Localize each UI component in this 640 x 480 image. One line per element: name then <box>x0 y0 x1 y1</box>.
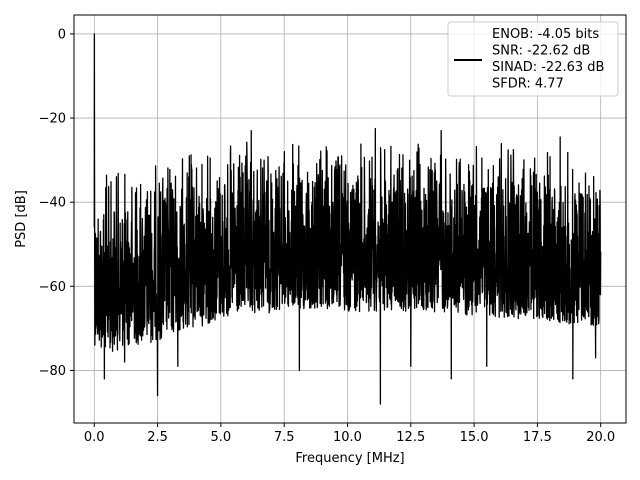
x-tick-label: 5.0 <box>211 430 232 445</box>
y-axis: 0 −20 −40 −60 −80 <box>39 27 74 379</box>
plot-frame <box>73 14 627 424</box>
legend-box <box>447 21 619 97</box>
y-tick-label: −20 <box>39 112 66 127</box>
x-tick-label: 15.0 <box>460 430 489 445</box>
legend-entry-sfdr: SFDR: 4.77 <box>492 77 564 92</box>
x-axis-label: Frequency [MHz] <box>295 451 404 466</box>
plot-area <box>93 33 602 405</box>
x-tick-label: 7.5 <box>274 430 295 445</box>
y-tick-label: 0 <box>58 27 66 42</box>
x-tick-label: 12.5 <box>396 430 425 445</box>
x-tick-label: 17.5 <box>523 430 552 445</box>
y-tick-label: −60 <box>39 280 66 295</box>
y-axis-label: PSD [dB] <box>14 190 29 248</box>
x-axis: 0.0 2.5 5.0 7.5 10.0 12.5 15.0 17.5 20.0 <box>84 423 615 445</box>
legend-entry-enob: ENOB: -4.05 bits <box>492 27 599 42</box>
legend: ENOB: -4.05 bits SNR: -22.62 dB SINAD: -… <box>447 21 619 97</box>
x-tick-label: 0.0 <box>84 430 105 445</box>
y-tick-label: −40 <box>39 196 66 211</box>
x-tick-label: 20.0 <box>586 430 615 445</box>
x-tick-label: 2.5 <box>147 430 168 445</box>
legend-entry-sinad: SINAD: -22.63 dB <box>492 60 604 75</box>
psd-series-line <box>93 33 602 405</box>
y-tick-label: −80 <box>39 364 66 379</box>
x-tick-label: 10.0 <box>333 430 362 445</box>
legend-entry-snr: SNR: -22.62 dB <box>492 44 590 59</box>
